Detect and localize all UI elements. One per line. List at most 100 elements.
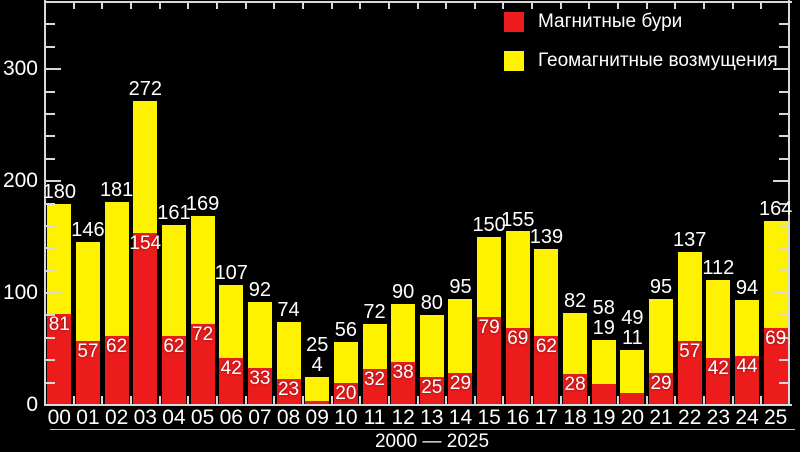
x-label-23: 23 xyxy=(706,406,731,429)
bar-09-disturbances xyxy=(305,377,330,401)
y-tick xyxy=(779,314,788,317)
bar-10-total-label: 56 xyxy=(334,319,357,342)
bar-09-total-label: 25 4 xyxy=(277,335,357,375)
bar-16-total-label: 155 xyxy=(501,208,535,231)
bar-17-total-label: 139 xyxy=(529,226,564,249)
bar-21-storms-label: 29 xyxy=(650,372,672,394)
bar-02-disturbances xyxy=(104,202,129,336)
bar-05-total-label: 169 xyxy=(185,192,220,215)
y-tick xyxy=(46,247,55,250)
bar-18-storms-label: 28 xyxy=(564,373,586,395)
y-tick xyxy=(46,224,55,227)
bar-13-disturbances xyxy=(419,315,444,377)
x-label-04: 04 xyxy=(162,406,186,429)
bar-12-storms-label: 38 xyxy=(392,362,414,384)
y-tick xyxy=(46,359,55,362)
x-tick xyxy=(674,3,677,9)
bar-25-total-label: 164 xyxy=(758,198,793,221)
x-tick xyxy=(129,396,132,404)
x-axis-line xyxy=(44,404,792,406)
bar-05-storms xyxy=(190,324,215,405)
bar-19-storms-label: 19 xyxy=(592,317,615,340)
bar-14-total-label: 95 xyxy=(449,275,472,298)
x-tick xyxy=(473,3,476,9)
x-label-19: 19 xyxy=(592,406,616,429)
bar-21-storms xyxy=(649,372,674,405)
y-label-0: 0 xyxy=(26,393,38,416)
bar-24-storms xyxy=(735,355,760,405)
y-tick xyxy=(773,292,788,295)
bar-23-total-label: 112 xyxy=(702,256,735,279)
x-tick xyxy=(72,3,75,9)
x-tick xyxy=(674,396,677,404)
bar-08-storms-label: 23 xyxy=(277,379,300,401)
x-tick xyxy=(101,3,104,9)
y-tick xyxy=(779,23,788,26)
bar-22-total-label: 137 xyxy=(673,228,707,251)
x-tick xyxy=(273,3,276,9)
x-tick xyxy=(158,3,161,9)
x-tick xyxy=(445,396,448,404)
bar-22-storms xyxy=(677,341,702,405)
x-label-16: 16 xyxy=(506,406,530,429)
y-tick xyxy=(779,135,788,138)
bar-00-disturbances xyxy=(47,203,72,315)
y-tick xyxy=(779,247,788,250)
bar-24-disturbances xyxy=(735,299,760,356)
x-label-22: 22 xyxy=(678,406,702,429)
bar-16-storms-label: 69 xyxy=(507,327,529,349)
y-tick xyxy=(46,90,55,93)
legend: Магнитные бури Геомагнитные возмущения xyxy=(504,11,778,72)
bar-13-storms-label: 25 xyxy=(421,377,443,398)
bar-15-storms-label: 79 xyxy=(478,316,500,338)
bar-13-total-label: 80 xyxy=(420,292,443,315)
x-tick xyxy=(531,3,534,9)
x-tick xyxy=(187,3,190,9)
bar-01-storms xyxy=(75,341,100,405)
x-tick xyxy=(473,396,476,404)
x-label-02: 02 xyxy=(104,406,129,429)
bar-08-storms xyxy=(276,379,301,405)
x-tick xyxy=(330,3,333,9)
bar-06-disturbances xyxy=(219,285,244,358)
bar-24-total-label: 94 xyxy=(735,276,759,299)
bar-03-total-label: 272 xyxy=(128,77,162,100)
bar-18-storms xyxy=(563,373,588,405)
y-tick xyxy=(773,180,788,183)
x-label-03: 03 xyxy=(133,406,157,429)
bar-20-storms xyxy=(620,392,645,405)
bar-03-storms-label: 154 xyxy=(129,232,162,254)
x-label-17: 17 xyxy=(534,406,559,429)
bar-04-storms xyxy=(161,335,186,405)
bar-12-storms xyxy=(391,362,416,405)
legend-item-disturbances: Геомагнитные возмущения xyxy=(504,50,778,72)
bar-11-total-label: 72 xyxy=(363,301,386,324)
y-tick xyxy=(779,45,788,48)
bar-02-storms-label: 62 xyxy=(106,335,128,357)
bar-16-disturbances xyxy=(505,231,530,328)
bar-21-disturbances xyxy=(649,298,674,373)
bar-00-storms-label: 81 xyxy=(48,314,70,336)
x-tick xyxy=(273,396,276,404)
x-tick xyxy=(359,396,362,404)
bar-17-disturbances xyxy=(534,249,559,336)
bar-03-disturbances xyxy=(133,100,158,233)
x-tick xyxy=(502,396,505,404)
right-axis-line xyxy=(788,0,790,406)
y-tick xyxy=(779,336,788,339)
bar-23-disturbances xyxy=(706,279,731,358)
x-tick xyxy=(72,396,75,404)
bar-07-storms xyxy=(247,368,272,405)
legend-label-disturbances: Геомагнитные возмущения xyxy=(538,50,778,71)
legend-item-storms: Магнитные бури xyxy=(504,11,778,33)
y-tick xyxy=(46,112,55,115)
y-tick xyxy=(779,359,788,362)
top-axis-line xyxy=(44,1,792,3)
y-tick xyxy=(46,292,61,295)
y-tick xyxy=(779,90,788,93)
legend-swatch-disturbances-icon xyxy=(504,51,524,71)
x-label-11: 11 xyxy=(363,406,386,429)
bar-16-storms xyxy=(505,327,530,405)
bar-11-disturbances xyxy=(362,324,387,370)
